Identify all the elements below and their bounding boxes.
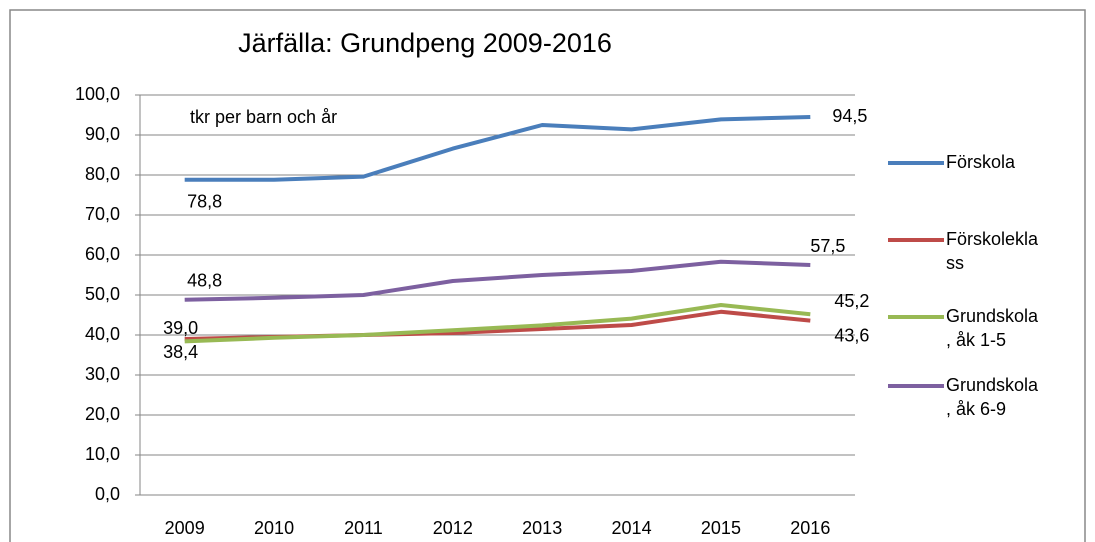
annotation: tkr per barn och år xyxy=(190,107,337,127)
y-tick-label: 60,0 xyxy=(85,244,120,264)
data-label: 39,0 xyxy=(163,318,198,338)
data-label: 38,4 xyxy=(163,342,198,362)
chart-border xyxy=(9,9,1086,542)
y-tick-label: 100,0 xyxy=(75,84,120,104)
legend-label: Förskola xyxy=(946,152,1016,172)
x-tick-label: 2012 xyxy=(433,518,473,538)
x-tick-label: 2014 xyxy=(612,518,652,538)
legend-swatch xyxy=(888,384,944,388)
chart-title: Järfälla: Grundpeng 2009-2016 xyxy=(238,28,612,58)
data-label: 57,5 xyxy=(810,236,845,256)
x-tick-label: 2010 xyxy=(254,518,294,538)
series-line xyxy=(184,303,811,344)
x-tick-label: 2009 xyxy=(165,518,205,538)
series-line xyxy=(184,259,811,302)
x-tick-label: 2013 xyxy=(522,518,562,538)
legend-swatch xyxy=(888,315,944,319)
y-tick-label: 80,0 xyxy=(85,164,120,184)
y-tick-label: 40,0 xyxy=(85,324,120,344)
legend-swatch xyxy=(888,238,944,242)
data-label: 45,2 xyxy=(834,291,869,311)
y-tick-label: 70,0 xyxy=(85,204,120,224)
legend-label: Förskoleklass xyxy=(946,229,1039,273)
data-label: 78,8 xyxy=(187,192,222,212)
legend-label: Grundskola, åk 6-9 xyxy=(946,375,1039,419)
series-line xyxy=(184,115,811,182)
y-tick-label: 30,0 xyxy=(85,364,120,384)
data-label: 94,5 xyxy=(832,106,867,126)
y-tick-label: 10,0 xyxy=(85,444,120,464)
legend-label: Grundskola, åk 1-5 xyxy=(946,306,1039,350)
legend-swatch xyxy=(888,161,944,165)
y-tick-label: 50,0 xyxy=(85,284,120,304)
data-label: 48,8 xyxy=(187,271,222,291)
y-tick-label: 20,0 xyxy=(85,404,120,424)
data-label: 43,6 xyxy=(834,325,869,345)
y-tick-label: 90,0 xyxy=(85,124,120,144)
y-tick-label: 0,0 xyxy=(95,484,120,504)
x-tick-label: 2015 xyxy=(701,518,741,538)
x-tick-label: 2016 xyxy=(790,518,830,538)
x-tick-label: 2011 xyxy=(344,518,383,538)
